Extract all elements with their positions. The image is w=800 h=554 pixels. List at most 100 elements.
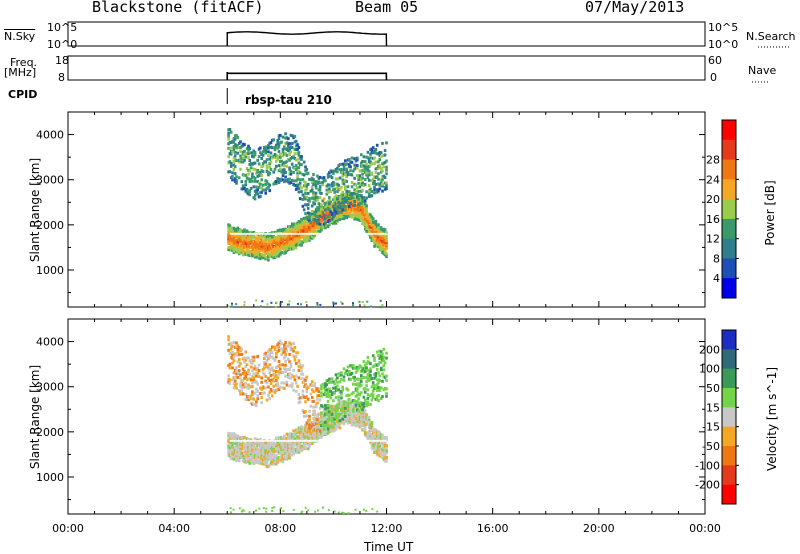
velocity-cell xyxy=(288,434,291,438)
power-cell xyxy=(380,306,382,309)
velocity-cell xyxy=(256,460,259,464)
velocity-cell xyxy=(289,376,293,380)
power-cell xyxy=(381,184,384,188)
velocity-cell xyxy=(337,402,340,406)
power-cell xyxy=(288,247,291,251)
velocity-cell xyxy=(279,367,282,371)
power-cell xyxy=(365,214,368,218)
power-cell xyxy=(297,190,301,194)
velocity-cell xyxy=(318,406,322,410)
velocity-cell xyxy=(233,446,237,450)
power-cell xyxy=(248,180,252,184)
velocity-cell xyxy=(307,509,310,512)
power-cell xyxy=(288,166,291,170)
velocity-colorbar-swatch xyxy=(722,330,736,350)
power-cell xyxy=(373,227,376,231)
velocity-cell xyxy=(362,405,366,409)
velocity-cell xyxy=(257,444,261,448)
velocity-cell xyxy=(371,393,375,397)
velocity-cell xyxy=(236,443,240,447)
power-cell xyxy=(257,155,261,159)
velocity-cell xyxy=(256,371,259,375)
power-cell xyxy=(280,233,283,237)
power-cell xyxy=(280,251,283,255)
power-cell xyxy=(312,178,315,182)
velocity-cell xyxy=(309,434,313,438)
velocity-cell xyxy=(275,351,278,355)
velocity-cell xyxy=(358,425,362,429)
power-cell xyxy=(259,249,262,253)
velocity-cell xyxy=(265,365,269,369)
velocity-cell xyxy=(248,372,252,376)
freq-left-tick-high: 18 xyxy=(55,54,69,67)
power-cell xyxy=(290,236,294,240)
power-cell xyxy=(241,247,245,251)
velocity-cell xyxy=(289,342,293,346)
velocity-cell xyxy=(244,398,248,401)
velocity-cell xyxy=(273,347,277,351)
velocity-cell xyxy=(338,426,342,430)
velocity-cell xyxy=(324,424,327,427)
velocity-cell xyxy=(305,384,309,388)
velocity-cell xyxy=(297,368,301,372)
power-cell xyxy=(357,211,360,215)
velocity-cell xyxy=(275,454,278,458)
power-cell xyxy=(300,163,303,167)
power-cell xyxy=(259,170,262,174)
freq-left-tick-low: 8 xyxy=(58,71,65,84)
power-cell xyxy=(287,144,290,148)
power-cell xyxy=(284,132,287,136)
velocity-cell xyxy=(305,432,309,436)
velocity-cell xyxy=(349,410,352,414)
velocity-cell xyxy=(263,357,266,360)
power-cell xyxy=(296,171,299,175)
velocity-cell xyxy=(288,436,291,440)
power-cell xyxy=(329,200,332,204)
velocity-cell xyxy=(271,458,274,461)
velocity-cell xyxy=(314,420,318,424)
power-cell xyxy=(336,197,339,201)
velocity-cell xyxy=(297,450,301,454)
power-cell xyxy=(296,151,299,155)
power-cell xyxy=(377,189,380,193)
power-cell xyxy=(309,221,313,224)
power-cell xyxy=(361,183,364,187)
velocity-cell xyxy=(379,350,383,354)
velocity-cell xyxy=(239,362,242,366)
velocity-cell xyxy=(375,397,379,401)
velocity-cell xyxy=(233,433,237,437)
velocity-cell xyxy=(280,452,283,456)
nave-right-tick-high: 60 xyxy=(708,54,722,67)
velocity-cell xyxy=(373,383,376,387)
velocity-cell xyxy=(330,416,334,420)
velocity-cell xyxy=(353,401,356,405)
velocity-cell xyxy=(300,365,303,369)
power-cell xyxy=(358,197,362,200)
velocity-cell xyxy=(305,375,309,379)
power-cell xyxy=(338,187,342,191)
power-cell xyxy=(273,167,277,171)
power-cell xyxy=(353,203,356,207)
power-cell xyxy=(373,179,376,183)
velocity-cell xyxy=(365,431,368,435)
velocity-cell xyxy=(281,437,285,441)
power-cell xyxy=(245,152,249,155)
power-cell xyxy=(269,160,273,164)
velocity-cell xyxy=(251,457,254,461)
velocity-cell xyxy=(330,377,334,381)
power-cell xyxy=(251,154,254,158)
velocity-cell xyxy=(369,440,372,444)
power-cell xyxy=(247,172,250,176)
power-cell xyxy=(350,173,354,177)
velocity-cell xyxy=(346,365,350,369)
velocity-cell xyxy=(310,380,314,384)
power-cell xyxy=(314,207,318,211)
velocity-cell xyxy=(229,511,232,514)
velocity-cell xyxy=(280,450,283,454)
velocity-cell xyxy=(338,413,342,416)
velocity-cell xyxy=(261,371,265,375)
velocity-cell xyxy=(383,459,387,463)
velocity-cell xyxy=(243,385,246,389)
velocity-cell xyxy=(251,355,254,359)
power-cell xyxy=(261,241,265,245)
